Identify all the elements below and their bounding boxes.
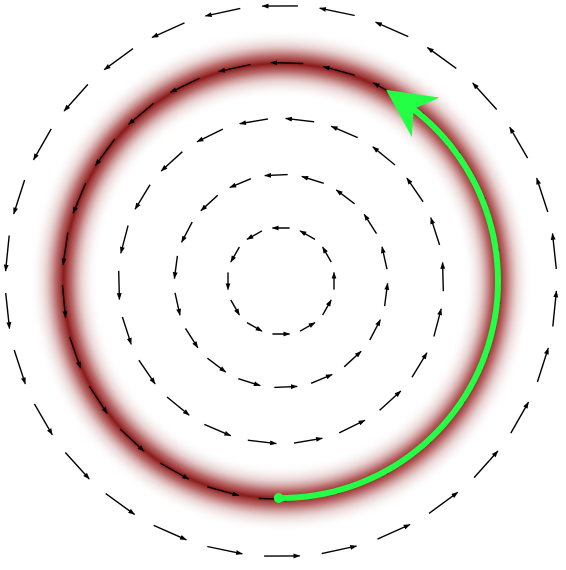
vector-arrow <box>61 232 69 266</box>
vector-arrow <box>550 232 557 270</box>
vector-arrow <box>321 544 358 555</box>
vector-arrow <box>33 403 53 436</box>
path-start-point <box>273 493 284 503</box>
vector-arrow <box>338 419 366 434</box>
vector-arrow <box>13 179 26 215</box>
vector-arrow <box>103 48 134 71</box>
vector-arrow <box>343 350 362 368</box>
vector-arrow <box>383 282 390 307</box>
vector-arrow <box>120 225 129 254</box>
vector-arrow <box>270 60 304 66</box>
vector-arrow <box>204 7 241 18</box>
vector-arrow <box>151 22 185 39</box>
vector-arrow <box>184 328 199 349</box>
vector-arrow <box>200 194 219 212</box>
vector-arrow <box>218 63 251 73</box>
vector-arrow <box>121 316 132 345</box>
vector-arrow <box>105 493 136 516</box>
vector-arrow <box>379 390 402 411</box>
vector-arrow <box>153 524 188 541</box>
vector-arrow <box>166 396 190 416</box>
vector-arrow <box>246 321 263 332</box>
vector-arrow <box>204 423 232 437</box>
vector-arrow <box>3 235 10 272</box>
vector-arrow <box>246 230 263 241</box>
vector-arrow <box>239 118 269 126</box>
vector-arrow <box>472 82 498 110</box>
vector-arrow <box>127 102 154 125</box>
vector-arrow <box>377 523 411 540</box>
vector-arrow <box>264 172 288 178</box>
vector-arrow <box>369 319 382 341</box>
vector-arrow <box>5 292 12 330</box>
vector-arrow <box>229 178 252 189</box>
vector-arrow <box>426 46 457 69</box>
vector-arrow <box>285 116 315 123</box>
vector-arrow <box>374 21 409 38</box>
vector-arrow <box>406 177 424 203</box>
vector-arrow <box>430 217 441 246</box>
vector-arrow <box>380 246 388 270</box>
highlighted-orbit-band <box>19 19 543 543</box>
vector-arrow <box>536 177 549 213</box>
vector-arrow <box>335 189 356 205</box>
vector-arrow <box>64 452 90 480</box>
vector-arrow <box>169 77 201 94</box>
vector-arrow <box>510 401 530 434</box>
vector-arrow <box>299 230 316 241</box>
vector-arrow <box>72 182 87 214</box>
vector-arrow <box>247 439 277 446</box>
vector-arrow <box>433 308 442 337</box>
vector-arrow <box>322 65 355 76</box>
vector-arrow <box>116 270 122 301</box>
vector-arrow <box>238 378 261 387</box>
vector-arrow <box>321 299 332 316</box>
vector-arrow <box>509 126 529 159</box>
vector-arrow <box>274 384 298 390</box>
vector-arrow <box>301 175 324 184</box>
vector-arrow <box>61 285 68 319</box>
vector-arrow <box>138 359 156 385</box>
vector-arrow <box>321 246 332 263</box>
vector-arrow <box>293 436 323 444</box>
vector-arrow <box>69 336 82 369</box>
vector-arrow <box>207 486 240 497</box>
vector-arrow <box>160 151 183 172</box>
vector-arrow <box>180 221 193 243</box>
integral-curve-path <box>275 89 502 501</box>
vector-arrow <box>536 347 549 383</box>
vector-arrow <box>172 255 179 280</box>
vector-arrow <box>230 299 241 316</box>
vector-arrow <box>440 261 446 292</box>
vector-arrow <box>88 385 108 415</box>
vector-arrow <box>134 184 151 210</box>
vector-arrow <box>13 349 26 385</box>
vector-arrow <box>330 125 358 139</box>
vector-arrow <box>159 462 190 480</box>
vector-arrow <box>372 146 396 166</box>
vector-arrow <box>94 138 116 167</box>
vector-arrow <box>310 373 333 384</box>
vector-arrow <box>196 128 224 143</box>
vector-arrow <box>230 246 241 263</box>
vector-arrow <box>428 491 459 514</box>
vector-arrow <box>319 7 355 17</box>
vector-arrow <box>363 213 378 234</box>
vector-arrow <box>63 83 89 112</box>
vector-arrow <box>411 352 428 378</box>
vector-arrow <box>206 357 227 373</box>
vector-arrow <box>473 450 499 479</box>
vector-arrow <box>174 292 182 316</box>
vector-arrow <box>207 545 243 555</box>
vector-arrow <box>552 290 559 327</box>
vector-arrow <box>299 321 316 332</box>
vector-arrow <box>119 428 145 452</box>
vector-arrow <box>32 128 52 161</box>
